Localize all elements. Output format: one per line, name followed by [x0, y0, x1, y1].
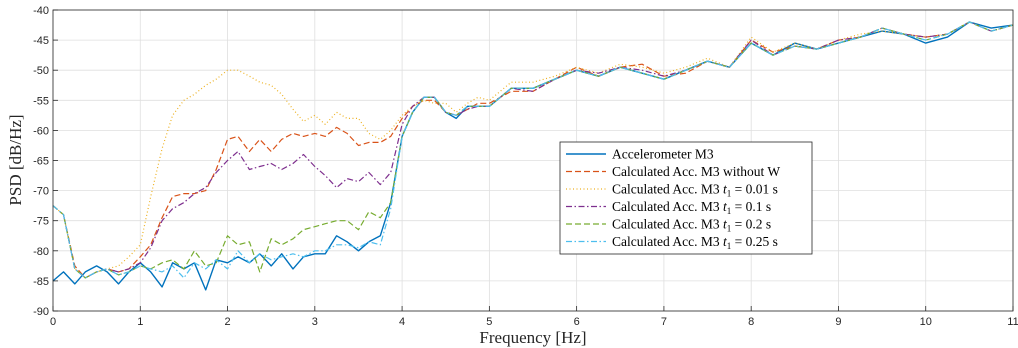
legend-label-0: Accelerometer M3 — [612, 147, 714, 162]
y-tick-label: -85 — [33, 276, 49, 288]
y-tick-label: -75 — [33, 216, 49, 228]
grid-lines — [52, 9, 1014, 312]
x-tick-label: 3 — [312, 316, 318, 328]
x-tick-label: 2 — [224, 316, 230, 328]
x-tick-label: 10 — [920, 316, 932, 328]
x-tick-label: 8 — [748, 316, 754, 328]
series-line-3 — [52, 21, 1014, 279]
axis-ticks: 0 1 2 3 4 5 6 7 8 9 10 11 -40 -45 -50 -55 -60 -65 -70 -75 -8… — [33, 5, 1018, 328]
legend-label-3: Calculated Acc. M3 t1 = 0.1 s — [612, 199, 771, 216]
y-tick-label: -70 — [33, 186, 49, 198]
y-tick-label: -60 — [33, 125, 49, 137]
y-tick-label: -65 — [33, 156, 49, 168]
series-line-5 — [52, 21, 1014, 279]
legend-label-4: Calculated Acc. M3 t1 = 0.2 s — [612, 217, 771, 234]
y-tick-label: -50 — [33, 65, 49, 77]
x-tick-label: 6 — [574, 316, 580, 328]
x-axis-label: Frequency [Hz] — [479, 328, 586, 347]
x-tick-label: 0 — [50, 316, 56, 328]
x-tick-label: 4 — [399, 316, 405, 328]
legend-label-2: Calculated Acc. M3 t1 = 0.01 s — [612, 182, 778, 199]
legend: Accelerometer M3 Calculated Acc. M3 witho… — [559, 141, 813, 255]
x-tick-label: 1 — [137, 316, 143, 328]
y-tick-label: -55 — [33, 95, 49, 107]
legend-label-5: Calculated Acc. M3 t1 = 0.25 s — [612, 234, 778, 251]
x-tick-label: 11 — [1007, 316, 1018, 328]
legend-label-1: Calculated Acc. M3 without W — [612, 164, 780, 179]
x-tick-label: 5 — [486, 316, 492, 328]
x-tick-label: 9 — [835, 316, 841, 328]
series-lines — [52, 21, 1014, 291]
y-tick-label: -40 — [33, 5, 49, 17]
legend-box — [559, 141, 813, 255]
y-axis-label: PSD [dB/Hz] — [6, 114, 25, 205]
series-line-0 — [52, 21, 1014, 291]
x-tick-label: 7 — [661, 316, 667, 328]
series-line-1 — [52, 21, 1014, 279]
y-tick-label: -45 — [33, 35, 49, 47]
y-tick-label: -80 — [33, 246, 49, 258]
y-tick-label: -90 — [33, 306, 49, 318]
